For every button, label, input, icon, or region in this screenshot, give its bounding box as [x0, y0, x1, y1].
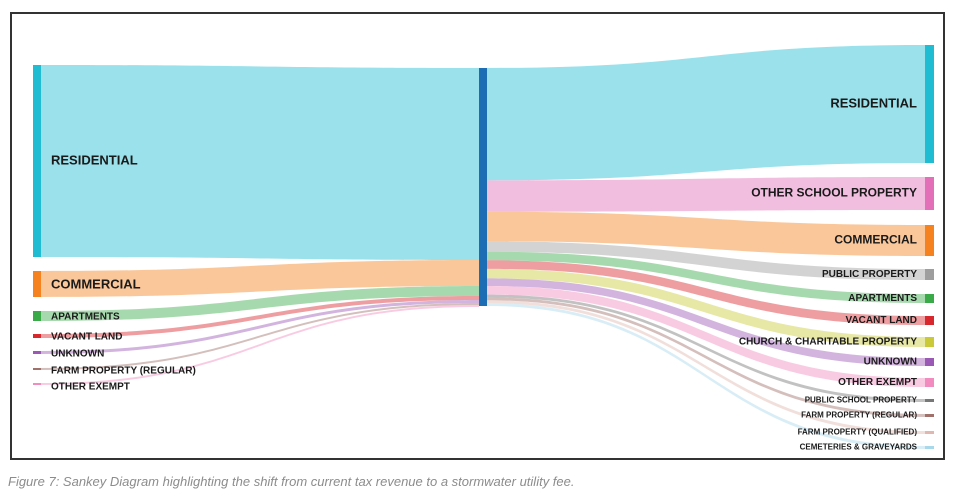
source-node-apartments: [33, 311, 41, 321]
target-node-public-property: [925, 269, 934, 280]
middle-node: [479, 68, 487, 306]
flow-out-church-and-charitable-property: [487, 268, 925, 347]
target-node-church-and-charitable-property: [925, 337, 934, 347]
target-label-other-exempt: OTHER EXEMPT: [838, 377, 917, 388]
target-label-public-school-property: PUBLIC SCHOOL PROPERTY: [805, 396, 918, 405]
target-node-farm-property-regular: [925, 414, 934, 417]
flow-in-other-exempt: [41, 305, 479, 385]
target-label-public-property: PUBLIC PROPERTY: [822, 269, 917, 280]
target-label-cemeteries-and-graveyards: CEMETERIES & GRAVEYARDS: [800, 443, 918, 452]
source-label-farm-property-regular: FARM PROPERTY (REGULAR): [51, 366, 196, 377]
target-node-public-school-property: [925, 399, 934, 402]
flow-out-apartments: [487, 251, 925, 303]
source-node-farm-property-regular: [33, 368, 41, 370]
sankey-diagram: RESIDENTIAL COMMERCIAL APARTMENTS VACANT LA…: [33, 45, 934, 452]
target-node-other-exempt: [925, 378, 934, 387]
source-label-commercial: COMMERCIAL: [51, 276, 141, 291]
flow-in-vacant-land: [41, 296, 479, 338]
target-label-unknown: UNKNOWN: [864, 357, 917, 368]
source-node-other-exempt: [33, 383, 41, 385]
sankey-nodes: [33, 45, 934, 449]
source-label-residential: RESIDENTIAL: [51, 152, 138, 167]
target-node-apartments: [925, 294, 934, 303]
flow-out-farm-property-regular: [487, 297, 925, 417]
flow-out-unknown: [487, 278, 925, 366]
flow-out-other-school-property: [487, 177, 925, 212]
source-node-commercial: [33, 271, 41, 297]
source-label-unknown: UNKNOWN: [51, 349, 104, 360]
sankey-flows: [41, 45, 925, 449]
flow-in-farm-property-regular: [41, 303, 479, 370]
target-label-commercial: COMMERCIAL: [834, 233, 917, 247]
target-label-vacant-land: VACANT LAND: [846, 315, 917, 326]
flow-out-cemeteries-and-graveyards: [487, 303, 925, 449]
flow-in-apartments: [41, 286, 479, 321]
flow-in-commercial: [41, 260, 479, 297]
target-node-unknown: [925, 358, 934, 366]
flow-out-public-property: [487, 241, 925, 280]
target-label-apartments: APARTMENTS: [848, 293, 917, 304]
source-node-vacant-land: [33, 334, 41, 338]
target-label-farm-property-regular: FARM PROPERTY (REGULAR): [801, 411, 917, 420]
target-node-cemeteries-and-graveyards: [925, 446, 934, 449]
flow-out-farm-property-qualified: [487, 300, 925, 434]
source-node-residential: [33, 65, 41, 257]
target-label-other-school-property: OTHER SCHOOL PROPERTY: [751, 186, 917, 200]
flow-out-commercial: [487, 211, 925, 256]
target-node-vacant-land: [925, 316, 934, 325]
flow-out-other-exempt: [487, 286, 925, 387]
target-node-farm-property-qualified: [925, 431, 934, 434]
figure-caption: Figure 7: Sankey Diagram highlighting th…: [8, 474, 575, 489]
target-node-commercial: [925, 225, 934, 256]
source-label-vacant-land: VACANT LAND: [51, 332, 122, 343]
flow-out-public-school-property: [487, 294, 925, 402]
sankey-labels: RESIDENTIAL COMMERCIAL APARTMENTS VACANT LA…: [51, 95, 918, 451]
diagram-frame: [10, 12, 945, 460]
source-label-apartments: APARTMENTS: [51, 312, 120, 323]
flow-out-residential: [487, 45, 925, 181]
target-node-other-school-property: [925, 177, 934, 210]
source-label-other-exempt: OTHER EXEMPT: [51, 382, 130, 393]
target-label-farm-property-qualified: FARM PROPERTY (QUALIFIED): [798, 428, 918, 437]
target-label-church-and-charitable-property: CHURCH & CHARITABLE PROPERTY: [739, 337, 917, 348]
flow-in-unknown: [41, 300, 479, 354]
flow-in-residential: [41, 65, 479, 260]
flow-out-vacant-land: [487, 260, 925, 325]
source-node-unknown: [33, 351, 41, 354]
target-node-residential: [925, 45, 934, 163]
target-label-residential: RESIDENTIAL: [830, 95, 917, 110]
